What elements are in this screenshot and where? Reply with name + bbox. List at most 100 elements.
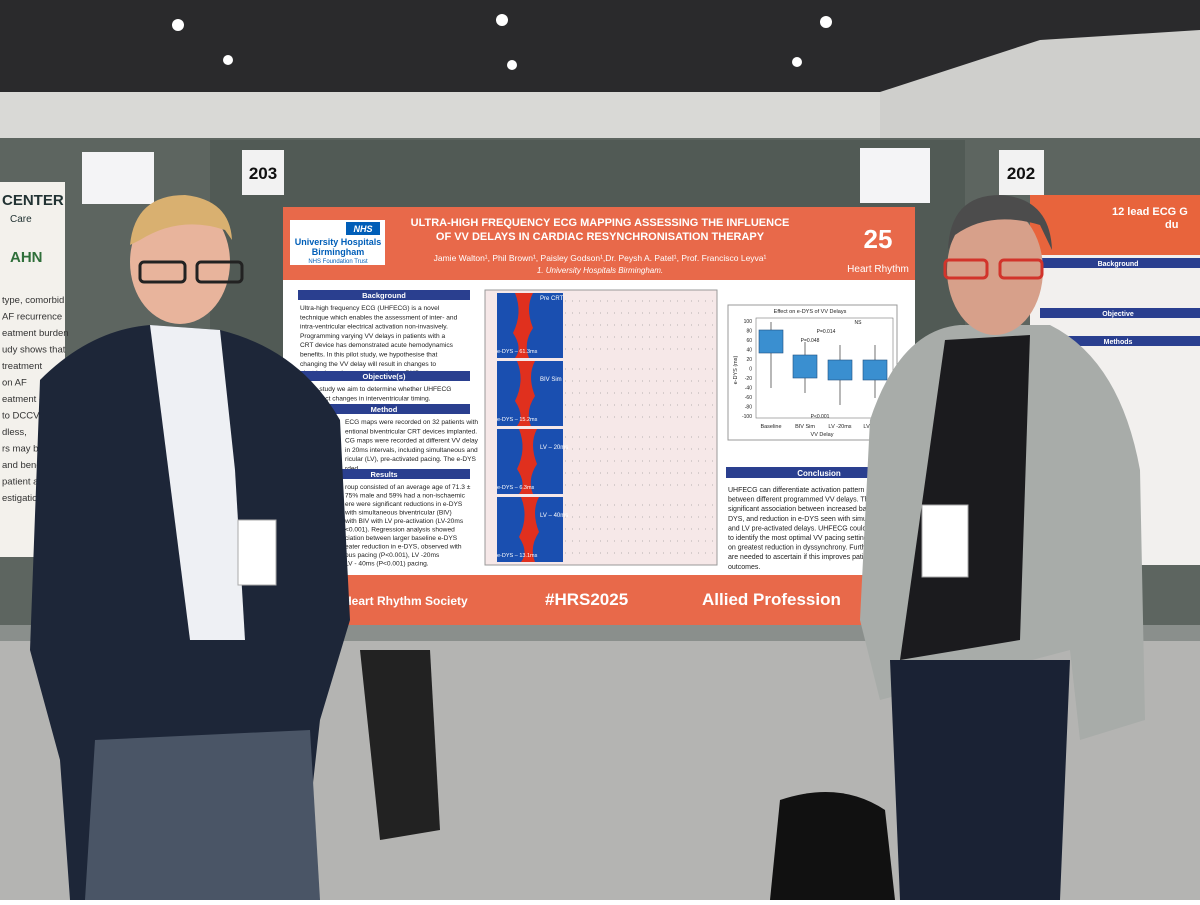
section-heading: Conclusion <box>797 469 841 478</box>
left-line: estigation <box>2 493 43 504</box>
heatmap-activation <box>519 497 539 562</box>
ecg-edys: e-DYS – 61.3ms <box>497 349 538 355</box>
left-line: on AF <box>2 378 27 389</box>
right-title: du <box>1165 219 1178 231</box>
left-name: AHN <box>10 249 43 266</box>
section-line: ous pacing (P<0.001), LV -20ms <box>345 552 440 559</box>
x-tick-label: BIV Sim <box>795 424 815 430</box>
left-line: type, comorbid <box>2 295 64 306</box>
y-tick-label: -60 <box>745 395 752 401</box>
y-tick-label: -20 <box>745 376 752 382</box>
y-tick-label: 20 <box>746 357 752 363</box>
section-line: changing the VV delay will result in cha… <box>300 361 436 368</box>
left-line: patient and <box>2 477 49 488</box>
left-line: udy shows that <box>2 345 66 356</box>
section-heading: Objective(s) <box>363 372 406 381</box>
plot-annotation: P=0.048 <box>801 338 820 344</box>
right-title: 12 lead ECG G <box>1112 206 1188 218</box>
left-line: treatment <box>2 361 42 372</box>
plot-annotation: P=0.014 <box>817 329 836 335</box>
conclusion-line: to identify the most optimal VV pacing s… <box>728 535 878 542</box>
affiliation: 1. University Hospitals Birmingham. <box>537 266 663 275</box>
box <box>827 359 853 381</box>
y-tick-label: 100 <box>744 319 753 325</box>
conclusion-line: are needed to ascertain if this improves… <box>728 554 873 561</box>
left-line: and bene <box>2 460 42 471</box>
right-heading-bar <box>1040 336 1200 346</box>
ecg-label: LV – 40ms <box>540 513 568 519</box>
section-line: ere were significant reductions in e-DYS <box>345 501 463 508</box>
section-heading: Results <box>370 470 397 479</box>
heatmap-activation <box>517 429 537 494</box>
poster <box>283 207 915 625</box>
heatmap-activation <box>513 293 533 358</box>
conclusion-line: outcomes. <box>728 564 760 571</box>
footer-track: Allied Profession <box>702 590 841 609</box>
org-name: University Hospitals <box>295 237 382 247</box>
y-tick-label: -40 <box>745 386 752 392</box>
section-bar <box>726 467 912 478</box>
section-line: eater reduction in e-DYS, observed with <box>345 544 462 551</box>
right-heading-bar <box>1040 258 1200 268</box>
section-line: Programming varying VV delays in patient… <box>300 333 445 340</box>
section-line: with simultaneous biventricular (BIV) <box>344 510 452 517</box>
left-line: rs may be <box>2 444 44 455</box>
section-bar <box>298 290 470 300</box>
y-tick-label: 80 <box>746 329 752 335</box>
left-sub: Care <box>10 214 32 225</box>
section-line: In this study we aim to determine whethe… <box>300 386 451 393</box>
y-tick-label: 0 <box>749 367 752 373</box>
section-line: CG maps were recorded at different VV de… <box>345 438 479 445</box>
section-heading: Method <box>371 405 398 414</box>
conclusion-line: DYS, and reduction in e-DYS seen with si… <box>728 516 890 523</box>
right-heading: Methods <box>1104 339 1133 346</box>
right-heading-bar <box>1040 308 1200 318</box>
right-heading: Objective <box>1102 311 1134 318</box>
conclusion-line: between different programmed VV delays. … <box>728 497 887 504</box>
section-line: 75% male and 59% had a non-ischaemic <box>345 493 466 500</box>
left-line: dless, <box>2 427 27 438</box>
section-line: intra-ventricular electrical activation … <box>300 324 448 331</box>
y-tick-label: 60 <box>746 338 752 344</box>
ecg-edys: e-DYS – 6.3ms <box>497 485 535 491</box>
conclusion-line: significant association between increase… <box>728 506 885 513</box>
ecg-label: Pre CRT <box>540 296 564 302</box>
board-numbers: 203 202 CENTER Care AHN type, comorbid AF recu… <box>2 164 1200 504</box>
org-name: Birmingham <box>312 247 365 257</box>
section-line: ricular (LV), pre-activated pacing. The … <box>345 456 477 463</box>
plot-annotation: NS <box>855 320 863 326</box>
section-line: can detect changes in interventricular t… <box>300 395 431 402</box>
ecg-label: BIV Sim <box>540 377 562 383</box>
section-line: Ultra-high frequency ECG (UHFECG) is a n… <box>300 305 440 312</box>
people <box>30 195 1145 900</box>
section-line: benefits. In this pilot study, we hypoth… <box>300 352 437 359</box>
section-line: LV - 40ms (P<0.001) pacing. <box>345 561 429 568</box>
plot-annotation: P<0.001 <box>811 414 830 420</box>
left-line: eatment options <box>2 394 70 405</box>
section-line: <0.001). Regression analysis showed <box>345 527 455 534</box>
ecg-edys: e-DYS – 15.2ms <box>497 417 538 423</box>
y-axis-label: e-DYS (ms) <box>733 355 739 384</box>
conclusion-line: UHFECG can differentiate activation patt… <box>728 487 886 494</box>
section-bar <box>298 404 470 414</box>
section-line: entional biventricular CRT devices impla… <box>345 428 477 435</box>
box <box>792 354 818 379</box>
footer-hashtag: #HRS2025 <box>545 590 628 609</box>
ecg-edys: e-DYS – 13.1ms <box>497 553 538 559</box>
left-line: AF recurrence <box>2 312 62 323</box>
section-bar <box>298 469 470 479</box>
footer-society: Heart Rhythm Society <box>343 594 468 608</box>
section-line: technique which enables the assessment o… <box>300 314 458 321</box>
board-number: 203 <box>249 164 277 183</box>
plot-title: Effect on e-DYS of VV Delays <box>774 309 847 315</box>
section-line: roup consisted of an average age of 71.3… <box>345 484 471 491</box>
box <box>862 359 888 381</box>
poster-title: ULTRA-HIGH FREQUENCY ECG MAPPING ASSESSI… <box>411 217 790 229</box>
badge-number: 25 <box>864 224 893 254</box>
left-line: eatment burden <box>2 328 69 339</box>
poster-title: OF VV DELAYS IN CARDIAC RESYNCHRONISATIO… <box>436 231 765 243</box>
section-bar <box>298 371 470 381</box>
